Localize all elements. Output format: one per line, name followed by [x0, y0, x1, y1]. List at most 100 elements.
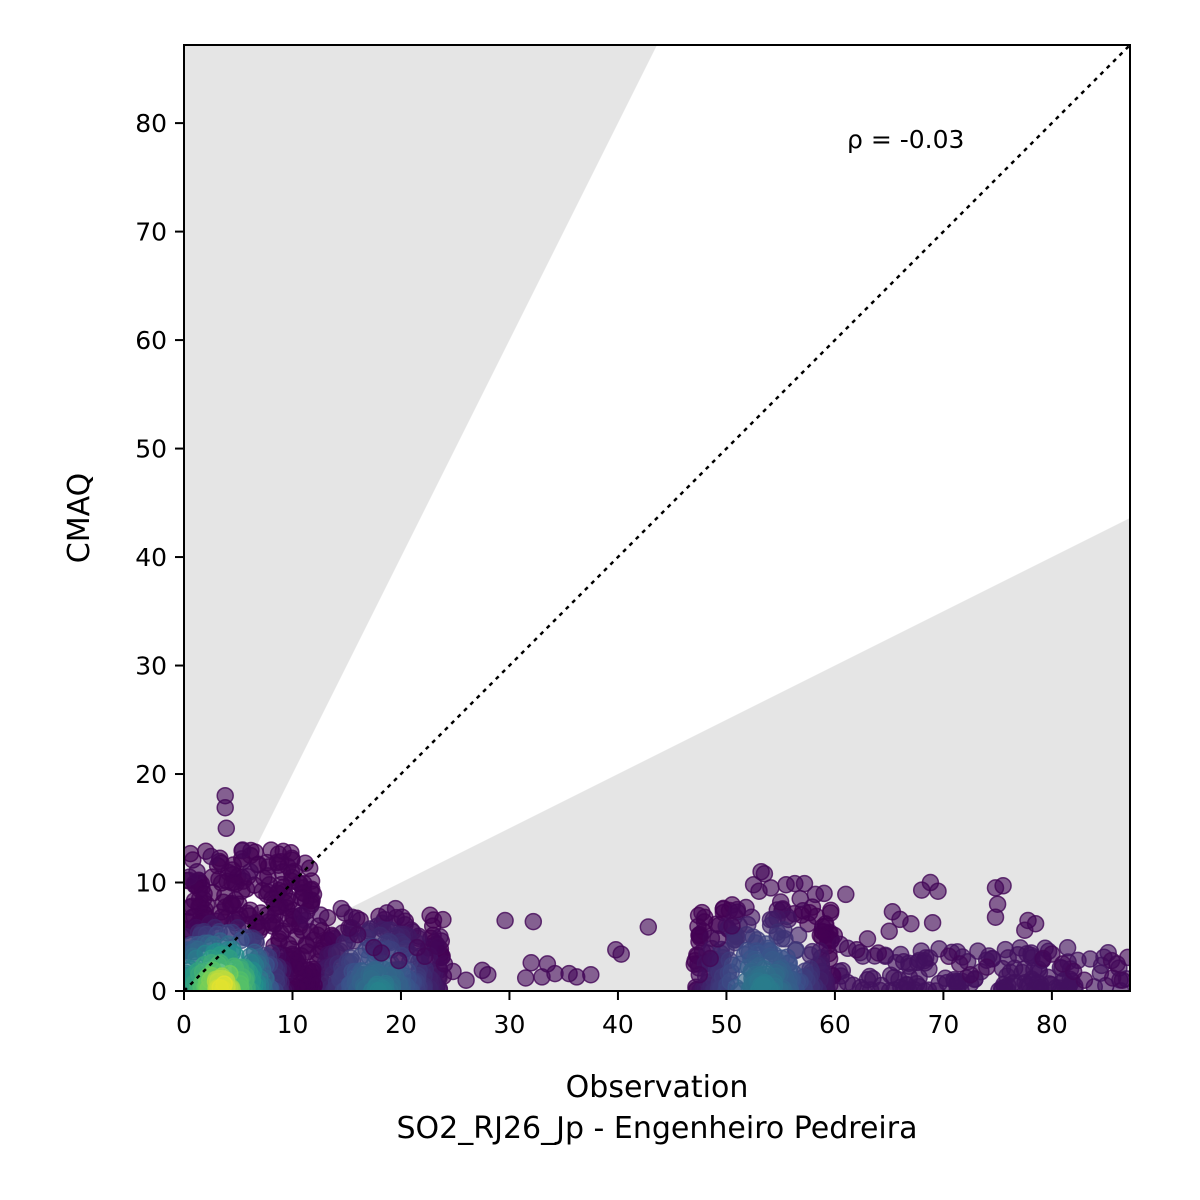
- scatter-point: [390, 951, 408, 970]
- scatter-point: [296, 911, 315, 930]
- scatter-point: [762, 879, 780, 897]
- x-tick-label: 80: [1036, 1010, 1068, 1039]
- x-axis-label: Observation: [566, 1070, 749, 1105]
- scatter-point: [444, 962, 462, 981]
- scatter-point: [986, 908, 1005, 926]
- x-tick-label: 60: [819, 1010, 851, 1039]
- plot-area: [184, 45, 1130, 991]
- scatter-point: [690, 965, 709, 984]
- scatter-point: [416, 947, 434, 966]
- y-tick-label: 60: [135, 326, 167, 355]
- scatter-point: [1053, 973, 1071, 991]
- scatter-point: [378, 904, 396, 922]
- scatter-point: [202, 847, 220, 866]
- scatter-point: [567, 968, 586, 986]
- scatter-point: [900, 954, 918, 972]
- scatter-point: [929, 882, 947, 900]
- identity-line: [184, 45, 1130, 991]
- scatter-point: [726, 933, 745, 952]
- y-tick-label: 20: [135, 760, 167, 789]
- x-axis-ticks: 0 10 20 30 40 50 60 70 80: [176, 991, 1068, 1039]
- x-tick-label: 50: [711, 1010, 743, 1039]
- x-tick-label: 30: [494, 1010, 526, 1039]
- scatter-point: [429, 937, 447, 956]
- scatter-point: [994, 877, 1012, 895]
- scatter-point: [241, 862, 259, 881]
- scatter-point: [869, 944, 888, 962]
- scatter-point: [217, 819, 236, 838]
- scatter-point: [844, 976, 863, 991]
- scatter-points: [184, 786, 1130, 991]
- scatter-point: [457, 971, 475, 989]
- shaded-band-lower: [184, 518, 1130, 991]
- scatter-point: [516, 969, 535, 987]
- shaded-band-upper: [184, 45, 657, 991]
- scatter-point: [920, 949, 939, 967]
- scatter-point: [533, 968, 551, 986]
- scatter-point: [950, 955, 969, 973]
- scatter-point: [961, 965, 980, 984]
- scatter-point: [1075, 971, 1094, 989]
- scatter-point: [894, 979, 913, 991]
- scatter-point: [1103, 969, 1122, 987]
- scatter-point: [1032, 979, 1050, 991]
- x-tick-label: 70: [927, 1010, 959, 1039]
- scatter-point: [639, 918, 658, 936]
- y-tick-label: 40: [135, 543, 167, 572]
- scatter-point: [582, 965, 600, 984]
- y-tick-label: 30: [135, 652, 167, 681]
- scatter-point: [184, 868, 199, 886]
- x-tick-label: 40: [602, 1010, 634, 1039]
- scatter-point: [978, 958, 996, 976]
- scatter-point: [815, 884, 833, 903]
- scatter-point: [902, 914, 920, 933]
- scatter-point: [612, 945, 630, 963]
- scatter-point: [831, 935, 850, 954]
- scatter-point: [945, 970, 963, 989]
- scatter-point: [772, 929, 791, 948]
- scatter-point: [496, 911, 514, 930]
- scatter-point: [701, 949, 719, 968]
- x-axis-sublabel: SO2_RJ26_Jp - Engenheiro Pedreira: [397, 1111, 918, 1146]
- scatter-point: [393, 908, 411, 926]
- scatter-point: [348, 925, 367, 944]
- scatter-point: [811, 926, 830, 945]
- scatter-point: [883, 903, 902, 921]
- scatter-point: [1016, 921, 1034, 939]
- y-tick-label: 80: [135, 109, 167, 138]
- scatter-point: [791, 890, 809, 908]
- y-axis-label: CMAQ: [62, 473, 97, 563]
- scatter-point: [847, 941, 866, 959]
- scatter-point: [1013, 963, 1031, 982]
- scatter-point: [858, 930, 877, 948]
- scatter-point: [709, 930, 727, 948]
- y-tick-label: 70: [135, 218, 167, 247]
- scatter-point: [723, 917, 741, 935]
- scatter-point: [216, 798, 234, 817]
- scatter-point: [837, 885, 855, 904]
- scatter-point: [799, 915, 817, 933]
- scatter-point: [771, 893, 790, 911]
- scatter-point: [998, 967, 1016, 985]
- scatter-point: [233, 841, 252, 859]
- scatter-point: [880, 922, 898, 941]
- y-tick-label: 10: [135, 869, 167, 898]
- y-tick-label: 50: [135, 435, 167, 464]
- scatter-point: [372, 944, 391, 962]
- scatter-point: [522, 954, 540, 972]
- scatter-point: [755, 865, 774, 883]
- x-tick-label: 20: [385, 1010, 417, 1039]
- y-tick-label: 0: [151, 977, 167, 1006]
- scatter-point: [1119, 948, 1130, 967]
- x-tick-label: 0: [176, 1010, 192, 1039]
- plot-frame: [183, 44, 1131, 992]
- scatter-point: [1043, 945, 1061, 963]
- scatter-point: [737, 898, 755, 917]
- correlation-annotation: ρ = -0.03: [847, 125, 964, 154]
- scatter-point: [479, 965, 497, 984]
- scatter-point: [754, 976, 772, 991]
- scatter-point: [311, 906, 330, 924]
- y-axis-ticks: 0 10 20 30 40 50 60 70 80: [135, 109, 184, 1006]
- x-tick-label: 10: [277, 1010, 309, 1039]
